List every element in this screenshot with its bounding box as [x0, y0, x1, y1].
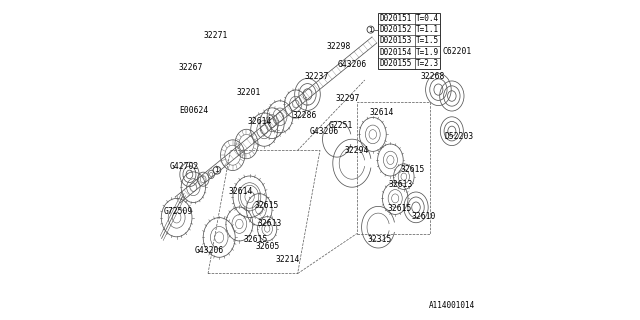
Text: 32614: 32614	[228, 187, 253, 196]
Text: 32315: 32315	[368, 236, 392, 244]
Text: 32298: 32298	[327, 42, 351, 51]
Text: D020155: D020155	[380, 59, 412, 68]
Text: G43206: G43206	[337, 60, 367, 68]
Text: 32610: 32610	[412, 212, 436, 221]
Text: C62201: C62201	[443, 47, 472, 56]
Text: 32237: 32237	[305, 72, 329, 81]
Text: 32297: 32297	[336, 94, 360, 103]
Text: G72509: G72509	[163, 207, 193, 216]
Text: 32615: 32615	[254, 201, 279, 210]
Text: 32271: 32271	[204, 31, 228, 40]
Text: 1: 1	[368, 27, 373, 33]
Text: 32201: 32201	[237, 88, 261, 97]
Text: T=1.5: T=1.5	[416, 36, 439, 45]
Text: G42702: G42702	[170, 162, 199, 171]
Text: 32294: 32294	[344, 146, 369, 155]
Text: 32614: 32614	[370, 108, 394, 116]
Text: D020152: D020152	[380, 25, 412, 34]
Text: T=0.4: T=0.4	[416, 14, 439, 23]
Text: D020151: D020151	[380, 14, 412, 23]
Text: 32614: 32614	[248, 117, 272, 126]
Text: D020153: D020153	[380, 36, 412, 45]
Text: A114001014: A114001014	[429, 301, 475, 310]
Text: T=1.9: T=1.9	[416, 47, 439, 57]
Text: 32615: 32615	[244, 235, 268, 244]
Text: 32615: 32615	[388, 204, 412, 213]
Bar	[378, 13, 440, 69]
Text: G43206: G43206	[195, 246, 224, 255]
Text: 32613: 32613	[388, 180, 413, 189]
Text: 32615: 32615	[401, 165, 425, 174]
Text: T=2.3: T=2.3	[416, 59, 439, 68]
Text: D020154: D020154	[380, 47, 412, 57]
Text: 32613: 32613	[258, 220, 282, 228]
Text: 32286: 32286	[292, 111, 317, 120]
Text: T=1.1: T=1.1	[416, 25, 439, 34]
Text: 32214: 32214	[275, 255, 300, 264]
Text: G2251: G2251	[328, 121, 353, 130]
Text: 32267: 32267	[179, 63, 203, 72]
Text: G43206: G43206	[309, 127, 339, 136]
Text: E00624: E00624	[179, 106, 209, 115]
Text: D52203: D52203	[445, 132, 474, 141]
Text: 32268: 32268	[420, 72, 445, 81]
Text: 32605: 32605	[256, 242, 280, 251]
Text: 1: 1	[214, 167, 219, 173]
